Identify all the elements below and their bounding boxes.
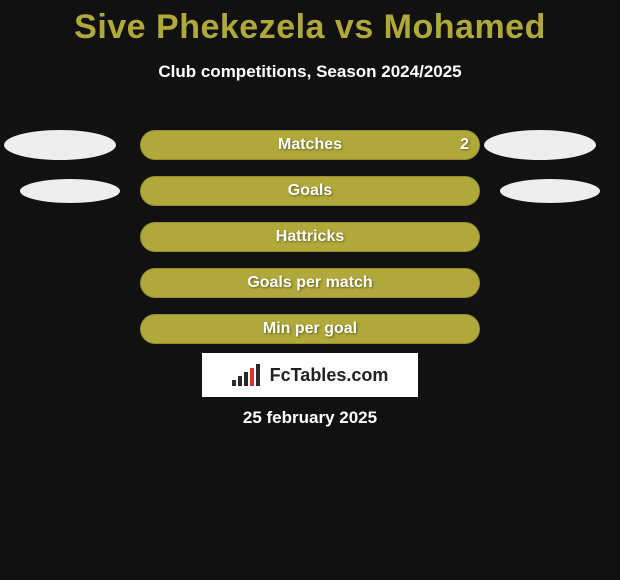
stat-label: Goals xyxy=(288,182,332,200)
stat-bar: Goals xyxy=(140,176,480,206)
page-title: Sive Phekezela vs Mohamed xyxy=(0,8,620,47)
logo-text: FcTables.com xyxy=(270,365,389,386)
chart-row: Min per goal xyxy=(0,306,620,352)
logo-inner: FcTables.com xyxy=(232,364,389,386)
attribution-logo: FcTables.com xyxy=(202,353,418,397)
chart-row: Hattricks xyxy=(0,214,620,260)
bars-icon xyxy=(232,364,264,386)
stat-bar: Matches 2 xyxy=(140,130,480,160)
stat-bar: Goals per match xyxy=(140,268,480,298)
stat-label: Goals per match xyxy=(247,274,372,292)
stat-bar: Hattricks xyxy=(140,222,480,252)
chart-row: Matches 2 xyxy=(0,122,620,168)
stat-label: Hattricks xyxy=(276,228,344,246)
stat-bar: Min per goal xyxy=(140,314,480,344)
left-value-ellipse xyxy=(4,130,116,160)
right-value-ellipse xyxy=(484,130,596,160)
chart-row: Goals xyxy=(0,168,620,214)
stat-value-right: 2 xyxy=(460,136,469,154)
stat-label: Matches xyxy=(278,136,342,154)
page-subtitle: Club competitions, Season 2024/2025 xyxy=(0,62,620,82)
generated-date: 25 february 2025 xyxy=(0,408,620,428)
right-value-ellipse xyxy=(500,179,600,203)
chart-row: Goals per match xyxy=(0,260,620,306)
comparison-chart: Matches 2 Goals Hattricks Goals per matc… xyxy=(0,122,620,352)
stat-label: Min per goal xyxy=(263,320,357,338)
left-value-ellipse xyxy=(20,179,120,203)
